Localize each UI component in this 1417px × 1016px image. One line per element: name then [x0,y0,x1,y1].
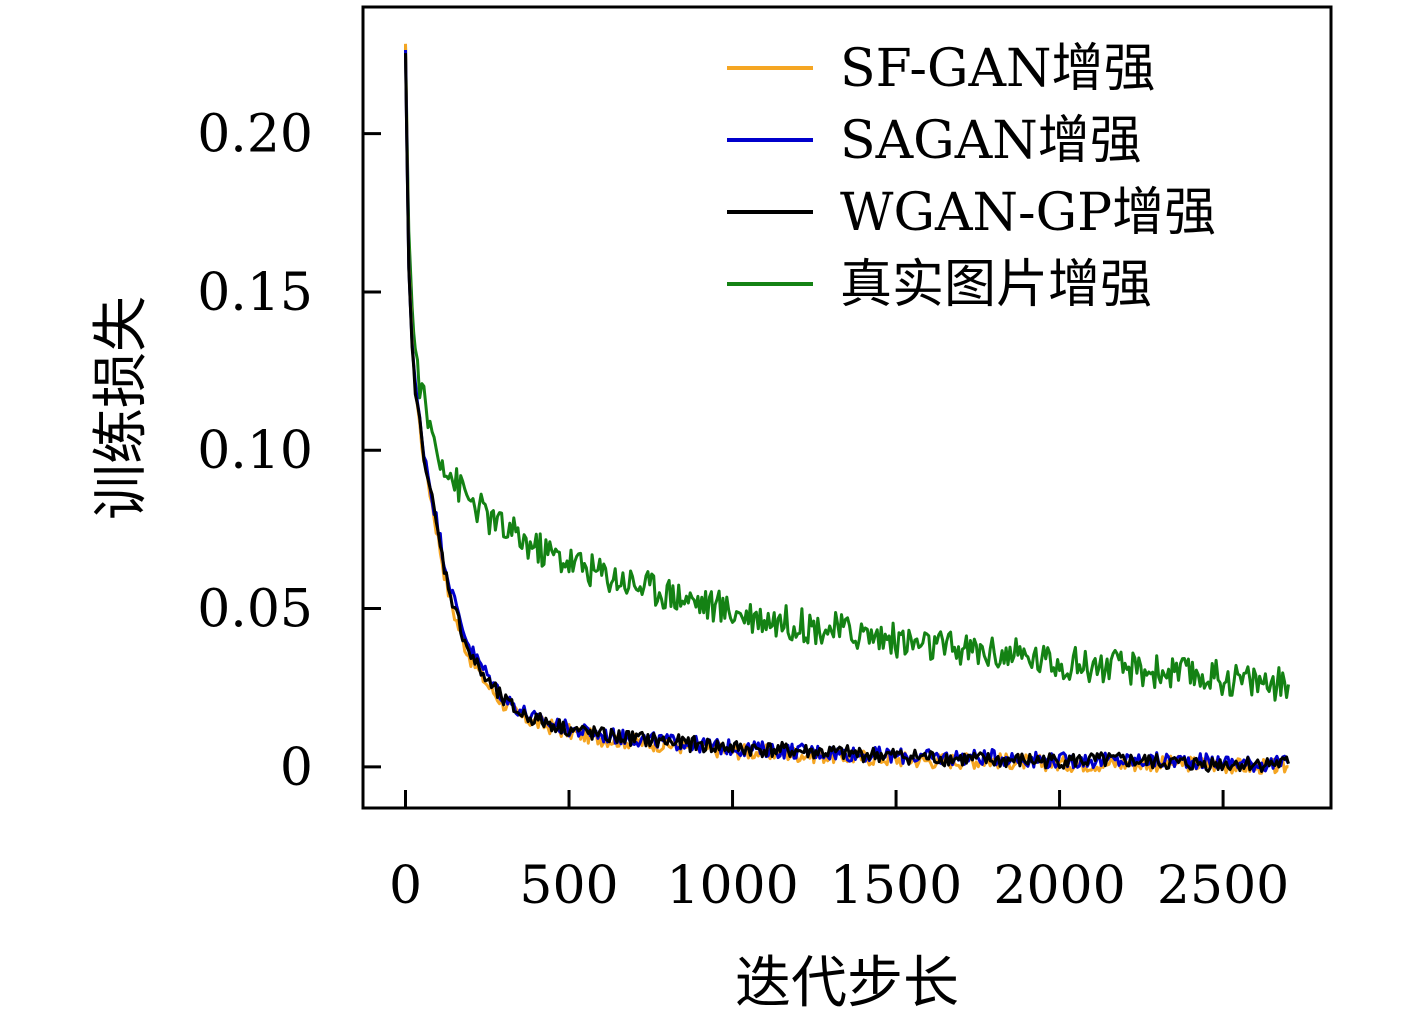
x-tick-label: 1000 [666,856,798,916]
y-tick-label: 0.10 [197,421,313,481]
y-tick-label: 0.20 [197,105,313,165]
x-tick-label: 500 [519,856,618,916]
series-line [404,44,1290,702]
x-axis-title: 迭代步长 [735,951,959,1016]
x-tick-label: 2000 [993,856,1125,916]
plot-frame [361,5,1333,810]
series-line [404,53,1290,773]
y-tick-label: 0.15 [197,263,313,323]
y-tick-label: 0.05 [197,580,313,640]
x-axis-ticks: 0 500 1000 1500 2000 2500 [389,790,1289,916]
y-axis-title: 训练损失 [89,296,154,520]
legend-label: 真实图片增强 [840,255,1152,315]
x-tick-label: 0 [389,856,422,916]
legend-label: WGAN-GP增强 [840,183,1216,243]
legend-label: SAGAN增强 [840,111,1142,171]
x-tick-label: 2500 [1157,856,1289,916]
legend-label: SF-GAN增强 [840,39,1156,99]
series-lines [404,43,1290,775]
y-axis-ticks: 0 0.05 0.10 0.15 0.20 [197,105,381,798]
y-tick-label: 0 [280,738,313,798]
x-tick-label: 1500 [830,856,962,916]
